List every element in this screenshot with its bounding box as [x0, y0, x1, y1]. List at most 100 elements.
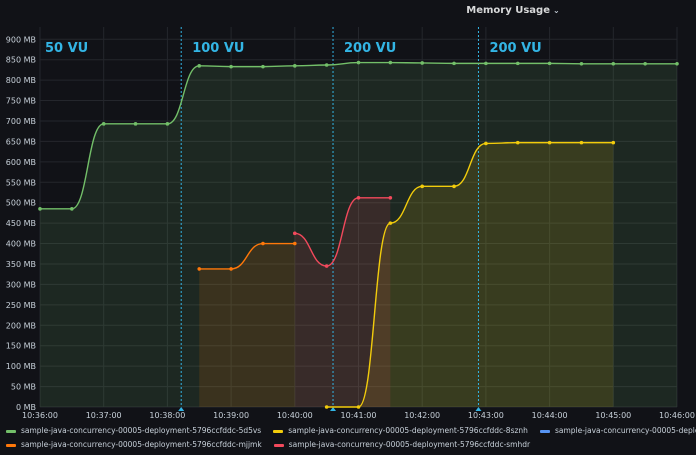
y-tick-label: 50 MB — [11, 383, 36, 392]
y-tick-label: 250 MB — [6, 301, 36, 310]
y-tick-label: 100 MB — [6, 362, 36, 371]
data-point — [229, 267, 233, 271]
x-tick-label: 10:38:00 — [149, 411, 185, 420]
x-tick-label: 10:40:00 — [277, 411, 313, 420]
data-point — [324, 264, 329, 268]
legend-item[interactable]: sample-java-concurrency-00005-deployment… — [539, 424, 696, 438]
data-point — [515, 140, 520, 145]
y-tick-label: 150 MB — [6, 342, 36, 351]
legend-swatch — [539, 429, 550, 433]
series-line — [294, 197, 391, 267]
x-tick-label: 10:42:00 — [404, 411, 440, 420]
data-point — [133, 122, 138, 126]
data-point — [452, 184, 456, 189]
annotation-label: 50 VU — [45, 41, 88, 56]
data-point — [388, 195, 393, 200]
y-tick-label: 0 MB — [16, 403, 36, 412]
data-point — [547, 140, 552, 145]
panel-title-menu[interactable]: Memory Usage ⌄ — [466, 5, 559, 16]
data-point — [197, 64, 202, 68]
x-tick-label: 10:39:00 — [213, 411, 249, 420]
data-point — [165, 122, 170, 126]
data-point — [484, 61, 488, 66]
y-tick-label: 400 MB — [6, 240, 36, 249]
legend-swatch — [6, 443, 16, 447]
y-tick-label: 450 MB — [6, 219, 36, 228]
data-point — [356, 405, 361, 409]
y-tick-label: 500 MB — [6, 199, 36, 208]
data-point — [452, 61, 456, 66]
annotation-marker-icon — [475, 407, 482, 411]
data-point — [261, 64, 265, 69]
data-point — [38, 207, 42, 211]
data-point — [611, 61, 616, 66]
y-tick-label: 700 MB — [6, 117, 36, 126]
x-tick-label: 10:45:00 — [595, 411, 631, 420]
x-tick-label: 10:41:00 — [341, 411, 377, 420]
data-point — [293, 231, 297, 236]
legend-item[interactable]: sample-java-concurrency-00005-deployment… — [6, 424, 261, 438]
y-tick-label: 350 MB — [6, 260, 36, 269]
panel-title: Memory Usage — [466, 4, 550, 16]
data-point — [293, 64, 297, 68]
data-point — [101, 122, 106, 126]
x-tick-label: 10:44:00 — [532, 411, 568, 420]
y-tick-label: 800 MB — [6, 76, 36, 85]
y-tick-label: 900 MB — [6, 35, 36, 44]
data-point — [356, 195, 361, 200]
legend-item[interactable]: sample-java-concurrency-00005-deployment… — [273, 424, 528, 438]
legend-label: sample-java-concurrency-00005-deployment… — [554, 426, 696, 435]
data-point — [324, 405, 329, 409]
data-point — [197, 267, 202, 271]
legend-swatch — [273, 429, 284, 433]
x-tick-label: 10:46:00 — [659, 411, 695, 420]
data-point — [579, 61, 584, 66]
data-point — [229, 64, 233, 69]
legend-label: sample-java-concurrency-00005-deployment… — [288, 426, 528, 435]
y-tick-label: 850 MB — [6, 56, 36, 65]
y-tick-label: 300 MB — [6, 280, 36, 289]
data-point — [388, 221, 393, 225]
data-point — [611, 140, 616, 145]
series-line — [199, 242, 295, 270]
data-point — [293, 241, 297, 246]
x-tick-label: 10:36:00 — [22, 411, 58, 420]
series-area — [326, 142, 614, 407]
data-point — [643, 61, 647, 66]
panel-header: Memory Usage ⌄ — [0, 0, 696, 20]
data-point — [515, 61, 520, 66]
data-point — [420, 61, 425, 65]
data-point — [388, 60, 393, 65]
data-point — [261, 241, 265, 246]
annotation-label: 100 VU — [192, 41, 244, 56]
y-tick-label: 650 MB — [6, 137, 36, 146]
x-tick-label: 10:37:00 — [86, 411, 122, 420]
legend-swatch — [273, 443, 284, 447]
legend-label: sample-java-concurrency-00005-deployment… — [21, 426, 262, 435]
legend-item[interactable]: sample-java-concurrency-00005-deployment… — [273, 438, 531, 452]
legend-item[interactable]: sample-java-concurrency-00005-deployment… — [6, 438, 262, 452]
annotation-marker-icon — [178, 407, 185, 411]
series-area — [199, 243, 295, 407]
data-point — [675, 61, 679, 66]
legend-label: sample-java-concurrency-00005-deployment… — [21, 440, 262, 449]
memory-usage-chart: 0 MB 50 MB 100 MB 150 MB 200 MB 250 MB 300 MB 3… — [6, 27, 695, 420]
annotation-label: 200 VU — [489, 41, 541, 56]
series-line — [326, 141, 614, 408]
data-point — [70, 207, 74, 211]
series-area — [294, 197, 391, 407]
annotation-marker-icon — [330, 407, 337, 411]
y-tick-label: 600 MB — [6, 158, 36, 167]
data-point — [420, 184, 425, 189]
legend-swatch — [6, 429, 16, 433]
data-point — [547, 61, 552, 66]
y-tick-label: 200 MB — [6, 321, 36, 330]
x-tick-label: 10:43:00 — [468, 411, 504, 420]
data-point — [324, 63, 329, 67]
legend: sample-java-concurrency-00005-deployment… — [6, 424, 696, 452]
data-point — [579, 140, 584, 145]
chevron-down-icon: ⌄ — [553, 5, 560, 15]
legend-label: sample-java-concurrency-00005-deployment… — [288, 440, 531, 449]
y-tick-label: 750 MB — [6, 97, 36, 106]
